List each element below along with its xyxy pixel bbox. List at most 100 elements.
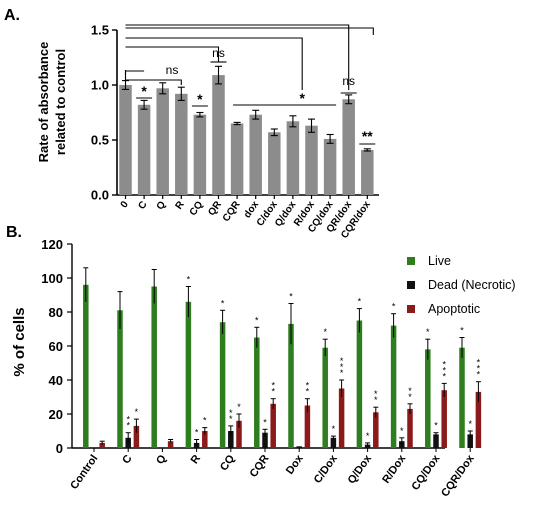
panel-a-bar <box>342 99 355 195</box>
panel-b-sig-mark: * <box>442 365 446 375</box>
panel-b-bar-1 <box>330 437 337 448</box>
panel-b-bar-2 <box>441 390 447 448</box>
panel-b-sig-mark: * <box>408 386 412 396</box>
panel-a-x-tick-label: CQR <box>221 199 243 224</box>
panel-b-bar-2 <box>338 388 345 448</box>
panel-b-y-tick-label: 0 <box>56 441 63 456</box>
panel-b-x-tick-label: C/Dox <box>312 452 341 486</box>
panel-b-x-tick-label: CQR/Dox <box>439 452 477 499</box>
panel-b-sig-mark: * <box>323 327 327 337</box>
panel-b-bar-2 <box>304 405 311 448</box>
panel-b-sig-mark: * <box>271 387 275 397</box>
panel-b-bar-0 <box>459 347 465 448</box>
panel-a-label: A. <box>4 7 20 24</box>
panel-b-bar-1 <box>433 434 439 448</box>
panel-b-bar-2 <box>133 425 140 448</box>
panel-b-sig-mark: * <box>135 407 139 417</box>
panel-b-sig-mark: * <box>340 356 344 366</box>
panel-a-sig-label: ** <box>362 128 373 144</box>
panel-a-ylabel-line1: Rate of absorbance <box>36 42 51 163</box>
panel-b-bar-2 <box>373 412 379 448</box>
panel-b-sig-mark: * <box>434 421 438 431</box>
panel-b-sig-mark: * <box>460 326 464 336</box>
panel-b-sig-mark: * <box>477 358 481 368</box>
panel-b-x-tick-label: C <box>120 453 134 466</box>
panel-b-sig-mark: * <box>442 359 446 369</box>
panel-b-y-tick-label: 60 <box>49 339 63 354</box>
panel-b-label: B. <box>6 224 22 241</box>
panel-b-sig-mark: * <box>229 408 233 418</box>
panel-b-sig-mark: * <box>392 302 396 312</box>
panel-b-sig-mark: * <box>374 395 378 405</box>
panel-a-bar <box>268 132 281 195</box>
panel-b-sig-mark: * <box>195 428 199 438</box>
panel-b-bar-0 <box>219 322 226 448</box>
panel-a-sig-bracket <box>124 70 145 75</box>
panel-b-sig-mark: * <box>263 417 267 427</box>
panel-b-bar-2 <box>475 391 482 448</box>
panel-b-bar-2 <box>236 420 242 448</box>
panel-b-sig-mark: * <box>255 315 259 325</box>
panel-b-sig-mark: * <box>271 381 275 391</box>
panel-b-x-tick-label: CQR <box>248 453 272 480</box>
panel-b-bar-2 <box>270 403 276 448</box>
panel-a-sig-bracket <box>125 37 303 90</box>
panel-a-x-tick-label: R <box>174 199 188 212</box>
panel-a-y-tick-label: 1.0 <box>91 78 109 93</box>
panel-b-y-tick-label: 120 <box>41 237 63 252</box>
panel-b-x-tick-label: R/Dox <box>380 452 409 486</box>
panel-b-sig-mark: * <box>400 426 404 436</box>
panel-b-sig-mark: * <box>426 327 430 337</box>
panel-b-sig-mark: * <box>477 370 481 380</box>
panel-b-sig-mark: * <box>442 371 446 381</box>
panel-a-y-tick-label: 1.5 <box>91 23 109 38</box>
panel-a-bar <box>175 93 188 195</box>
panel-b-bar-1 <box>467 434 473 448</box>
panel-a-sig-label: ns <box>342 74 355 88</box>
panel-b-x-tick-label: Q <box>154 452 169 466</box>
panel-b-ylabel: % of cells <box>11 307 28 376</box>
panel-b-sig-mark: * <box>289 292 293 302</box>
legend-swatch-2 <box>407 305 415 313</box>
panel-a-sig-label: * <box>141 83 147 99</box>
panel-b-y-tick-label: 20 <box>49 407 63 422</box>
panel-a-sig-bracket <box>124 70 182 85</box>
panel-b-bar-0 <box>254 337 260 448</box>
panel-a-y-tick-label: 0.5 <box>91 133 109 148</box>
panel-b-y-tick-label: 100 <box>41 271 63 286</box>
panel-a-sig-bracket <box>125 24 350 90</box>
panel-b-y-tick-label: 80 <box>49 305 63 320</box>
panel-a-bar <box>137 104 151 195</box>
panel-b-sig-mark: * <box>306 387 310 397</box>
legend-label-1: Dead (Necrotic) <box>428 278 516 292</box>
legend-label-0: Live <box>428 254 451 268</box>
panel-b-sig-mark: * <box>187 275 191 285</box>
panel-b-sig-mark: * <box>126 421 130 431</box>
panel-b-bar-2 <box>202 431 208 448</box>
panel-b-bar-0 <box>425 349 431 448</box>
panel-a-bar <box>193 114 207 195</box>
panel-b-bar-0 <box>117 310 123 448</box>
panel-b-bar-0 <box>83 284 89 448</box>
panel-b-bar-0 <box>390 325 397 448</box>
panel-a-sig-label: * <box>197 91 203 107</box>
panel-a-bar <box>361 149 374 195</box>
panel-a-bar <box>119 85 132 195</box>
panel-b-sig-mark: * <box>358 297 362 307</box>
panel-b-sig-mark: * <box>340 368 344 378</box>
panel-a-ylabel-line2: related to control <box>53 49 68 155</box>
panel-b-sig-mark: * <box>203 416 207 426</box>
panel-b-sig-mark: * <box>468 419 472 429</box>
panel-b-x-tick-label: Q/Dox <box>346 452 375 486</box>
panel-a-bar <box>305 125 318 195</box>
panel-b-sig-mark: * <box>126 415 130 425</box>
panel-b-bar-0 <box>185 301 192 448</box>
panel-a-bar <box>230 123 244 195</box>
panel-b-bar-1 <box>296 446 302 448</box>
panel-b-sig-mark: * <box>221 298 225 308</box>
panel-b-sig-mark: * <box>408 392 412 402</box>
panel-b-x-tick-label: Control <box>68 453 100 492</box>
panel-b-sig-mark: * <box>332 424 336 434</box>
panel-a-x-tick-label: 0 <box>119 199 131 210</box>
